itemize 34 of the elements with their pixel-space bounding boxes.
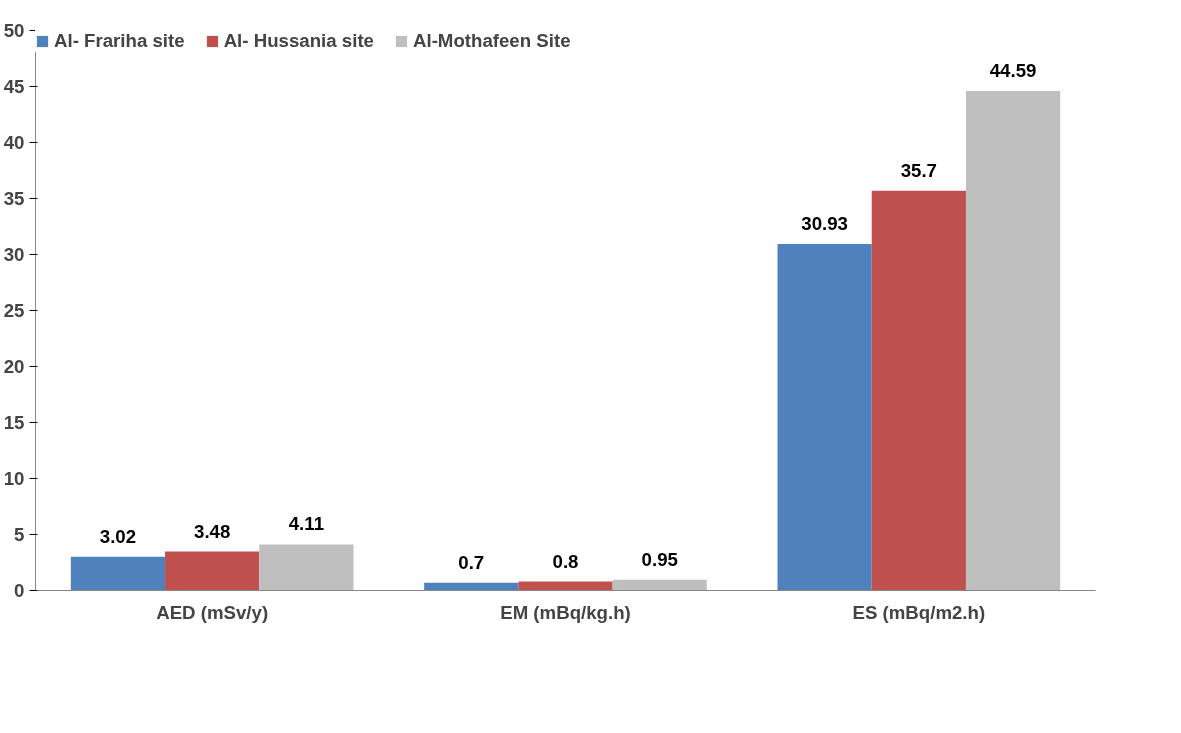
data-label: 44.59 [989,60,1037,82]
data-label: 35.7 [900,159,937,181]
bar [965,91,1061,591]
x-tick-label: EM (mBq/kg.h) [500,601,631,623]
y-tick-label: 15 [3,412,25,433]
bar [612,579,707,591]
y-tick-label: 40 [3,132,25,153]
bar [871,190,966,591]
y-tick-label: 50 [3,20,25,41]
y-tick-label: 25 [3,300,25,321]
bar [518,581,613,591]
y-tick-label: 0 [14,580,25,601]
legend-label: Al- Frariha site [54,30,185,52]
y-tick-label: 35 [3,188,25,209]
x-tick-label: ES (mBq/m2.h) [852,601,986,623]
data-label: 0.8 [552,550,579,572]
bar [70,556,166,591]
y-tick-label: 10 [3,468,25,489]
y-tick-label: 5 [14,524,25,545]
legend-label: Al- Hussania site [223,30,374,52]
x-tick-label: AED (mSv/y) [156,601,269,623]
data-label: 3.02 [99,525,137,547]
y-tick-label: 20 [3,356,25,377]
data-label: 4.11 [288,513,325,535]
data-label: 0.95 [641,548,678,570]
y-tick-label: 45 [3,76,25,97]
bar [777,244,872,591]
bar [259,544,354,591]
y-tick-label: 30 [3,244,25,265]
data-label: 30.93 [801,213,848,235]
bar [165,551,260,591]
data-label: 3.48 [194,520,231,542]
data-label: 0.7 [458,551,485,573]
legend-label: Al-Mothafeen Site [412,30,571,52]
